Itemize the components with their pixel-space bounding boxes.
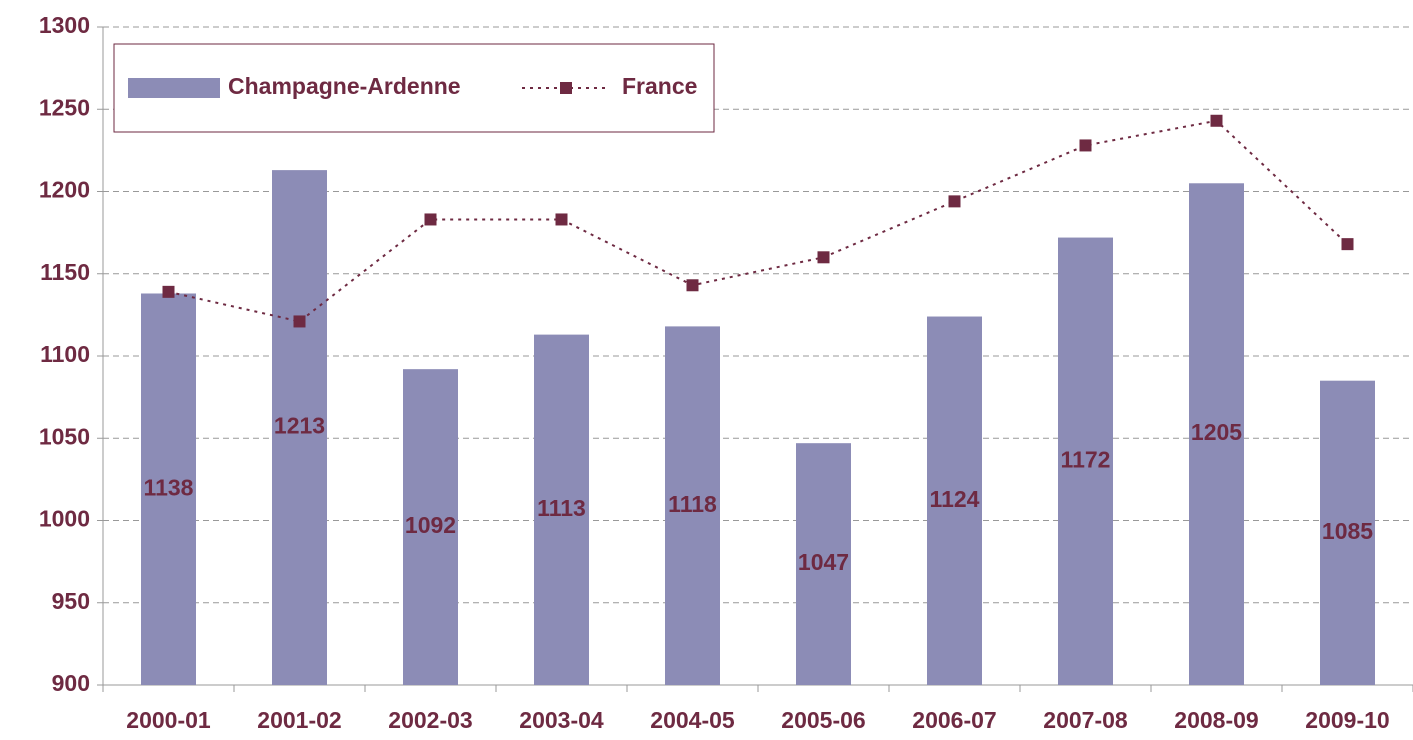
legend-marker <box>560 82 572 94</box>
marker <box>948 195 961 208</box>
data-label: 1092 <box>405 512 456 538</box>
bar <box>1189 183 1244 685</box>
data-label: 1213 <box>274 413 325 439</box>
marker <box>293 315 306 328</box>
y-tick-label: 1150 <box>40 259 90 285</box>
marker <box>686 279 699 292</box>
x-tick-label: 2009-10 <box>1305 707 1389 733</box>
marker <box>1341 238 1354 251</box>
marker <box>1210 114 1223 127</box>
bar <box>403 369 458 685</box>
y-tick-label: 1250 <box>39 94 90 120</box>
data-label: 1172 <box>1061 446 1111 472</box>
y-tick-label: 1300 <box>39 12 90 38</box>
y-tick-label: 1100 <box>40 341 90 367</box>
x-tick-label: 2001-02 <box>257 707 341 733</box>
data-label: 1085 <box>1322 518 1373 544</box>
data-label: 1124 <box>930 486 980 512</box>
x-tick-label: 2002-03 <box>388 707 472 733</box>
x-tick-label: 2003-04 <box>519 707 604 733</box>
x-tick-label: 2008-09 <box>1174 707 1258 733</box>
marker <box>424 213 437 226</box>
y-tick-label: 1050 <box>39 423 90 449</box>
x-tick-label: 2007-08 <box>1043 707 1128 733</box>
legend-label: Champagne-Ardenne <box>228 73 461 99</box>
bar <box>796 443 851 685</box>
bar <box>534 334 589 685</box>
marker <box>555 213 568 226</box>
bar <box>665 326 720 685</box>
y-tick-label: 950 <box>52 588 90 614</box>
marker <box>817 251 830 264</box>
legend-swatch <box>128 78 220 98</box>
legend-label: France <box>622 73 697 99</box>
data-label: 1113 <box>537 495 586 521</box>
data-label: 1205 <box>1191 419 1242 445</box>
x-tick-label: 2006-07 <box>912 707 996 733</box>
bar <box>141 293 196 685</box>
y-tick-label: 1200 <box>39 177 90 203</box>
data-label: 1118 <box>668 491 717 517</box>
y-tick-label: 900 <box>52 670 90 696</box>
marker <box>1079 139 1092 152</box>
x-tick-label: 2004-05 <box>650 707 735 733</box>
data-label: 1047 <box>798 549 849 575</box>
line <box>168 119 1349 323</box>
y-tick-label: 1000 <box>39 506 90 532</box>
x-tick-label: 2000-01 <box>126 707 211 733</box>
marker <box>162 285 175 298</box>
bar <box>927 316 982 685</box>
bar <box>272 170 327 686</box>
data-label: 1138 <box>144 474 194 500</box>
x-tick-label: 2005-06 <box>781 707 865 733</box>
bar <box>1058 237 1113 685</box>
bar <box>1320 380 1375 685</box>
